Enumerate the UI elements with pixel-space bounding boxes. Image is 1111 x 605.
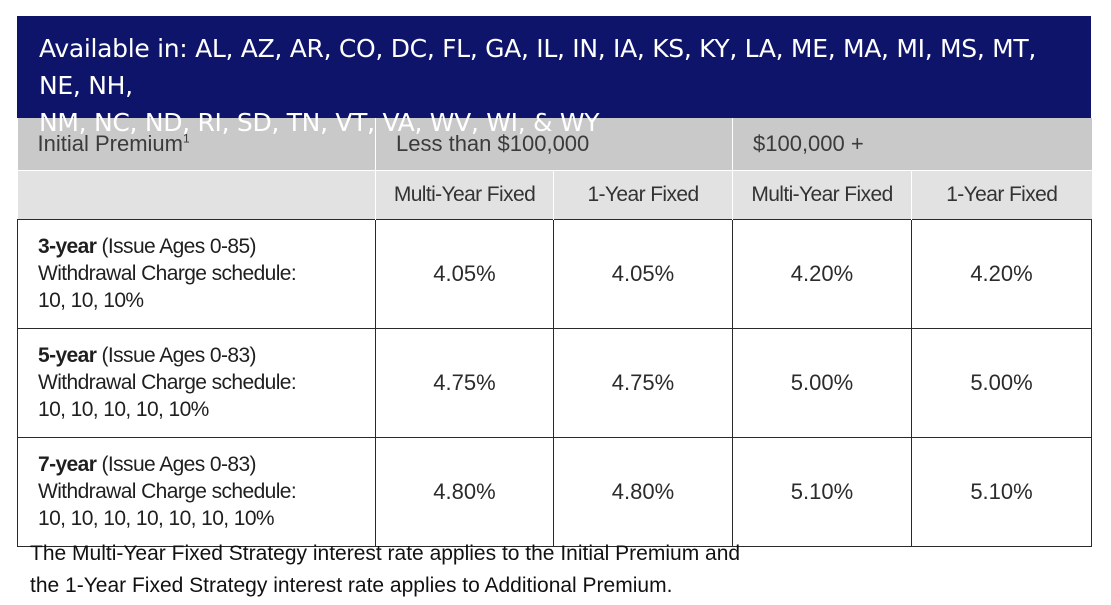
rate-cell: 4.20% [732,218,912,329]
rate-cell: 5.00% [732,327,912,438]
row-label: 7-year (Issue Ages 0-83) Withdrawal Char… [17,436,376,547]
issue-ages: (Issue Ages 0-83) [96,453,257,476]
rate-cell: 5.10% [910,436,1093,547]
rate-cell: 4.75% [375,327,554,438]
table-row: 3-year (Issue Ages 0-85) Withdrawal Char… [17,218,1093,329]
row-label: 3-year (Issue Ages 0-85) Withdrawal Char… [17,218,376,329]
rate-cell: 4.75% [553,327,733,438]
rate-cell: 4.80% [375,436,554,547]
footnote: The Multi-Year Fixed Strategy interest r… [30,538,740,602]
issue-ages: (Issue Ages 0-83) [96,344,257,367]
schedule-values: 10, 10, 10, 10, 10% [38,398,209,421]
rate-cell: 4.05% [553,218,733,329]
schedule-label: Withdrawal Charge schedule: [38,371,297,394]
subheader-multi-year-low: Multi-Year Fixed [375,169,554,219]
issue-ages: (Issue Ages 0-85) [96,235,257,258]
table-row: 7-year (Issue Ages 0-83) Withdrawal Char… [17,436,1093,547]
row-label: 5-year (Issue Ages 0-83) Withdrawal Char… [17,327,376,438]
schedule-values: 10, 10, 10, 10, 10, 10, 10% [38,507,275,530]
rate-cell: 4.80% [553,436,733,547]
schedule-values: 10, 10, 10% [38,289,144,312]
term-label: 7-year [38,453,97,476]
rate-cell: 5.10% [732,436,912,547]
rate-table: Initial Premium1 Less than $100,000 $100… [17,118,1093,547]
subheader-one-year-high: 1-Year Fixed [910,169,1092,219]
availability-line-1: Available in: AL, AZ, AR, CO, DC, FL, GA… [39,34,1037,100]
schedule-label: Withdrawal Charge schedule: [38,262,297,285]
table-row: 5-year (Issue Ages 0-83) Withdrawal Char… [17,327,1093,438]
footnote-line-2: the 1-Year Fixed Strategy interest rate … [30,574,673,597]
header-row-strategies: Multi-Year Fixed 1-Year Fixed Multi-Year… [17,169,1092,219]
rate-cell: 4.20% [910,218,1093,329]
footnote-marker: 1 [182,131,190,146]
footnote-line-1: The Multi-Year Fixed Strategy interest r… [30,542,741,565]
rate-sheet: Available in: AL, AZ, AR, CO, DC, FL, GA… [17,16,1093,547]
subheader-one-year-low: 1-Year Fixed [553,169,733,219]
group-header-under-100k: Less than $100,000 [375,118,733,170]
term-label: 5-year [38,344,97,367]
term-label: 3-year [38,235,97,258]
schedule-label: Withdrawal Charge schedule: [38,480,297,503]
header-row-groups: Initial Premium1 Less than $100,000 $100… [17,118,1092,170]
rate-cell: 5.00% [910,327,1093,438]
availability-banner: Available in: AL, AZ, AR, CO, DC, FL, GA… [17,16,1091,137]
group-header-100k-plus: $100,000 + [731,118,1092,170]
subheader-blank [17,169,376,219]
initial-premium-header: Initial Premium1 [17,118,376,170]
subheader-multi-year-high: Multi-Year Fixed [732,169,912,219]
rate-cell: 4.05% [375,218,554,329]
